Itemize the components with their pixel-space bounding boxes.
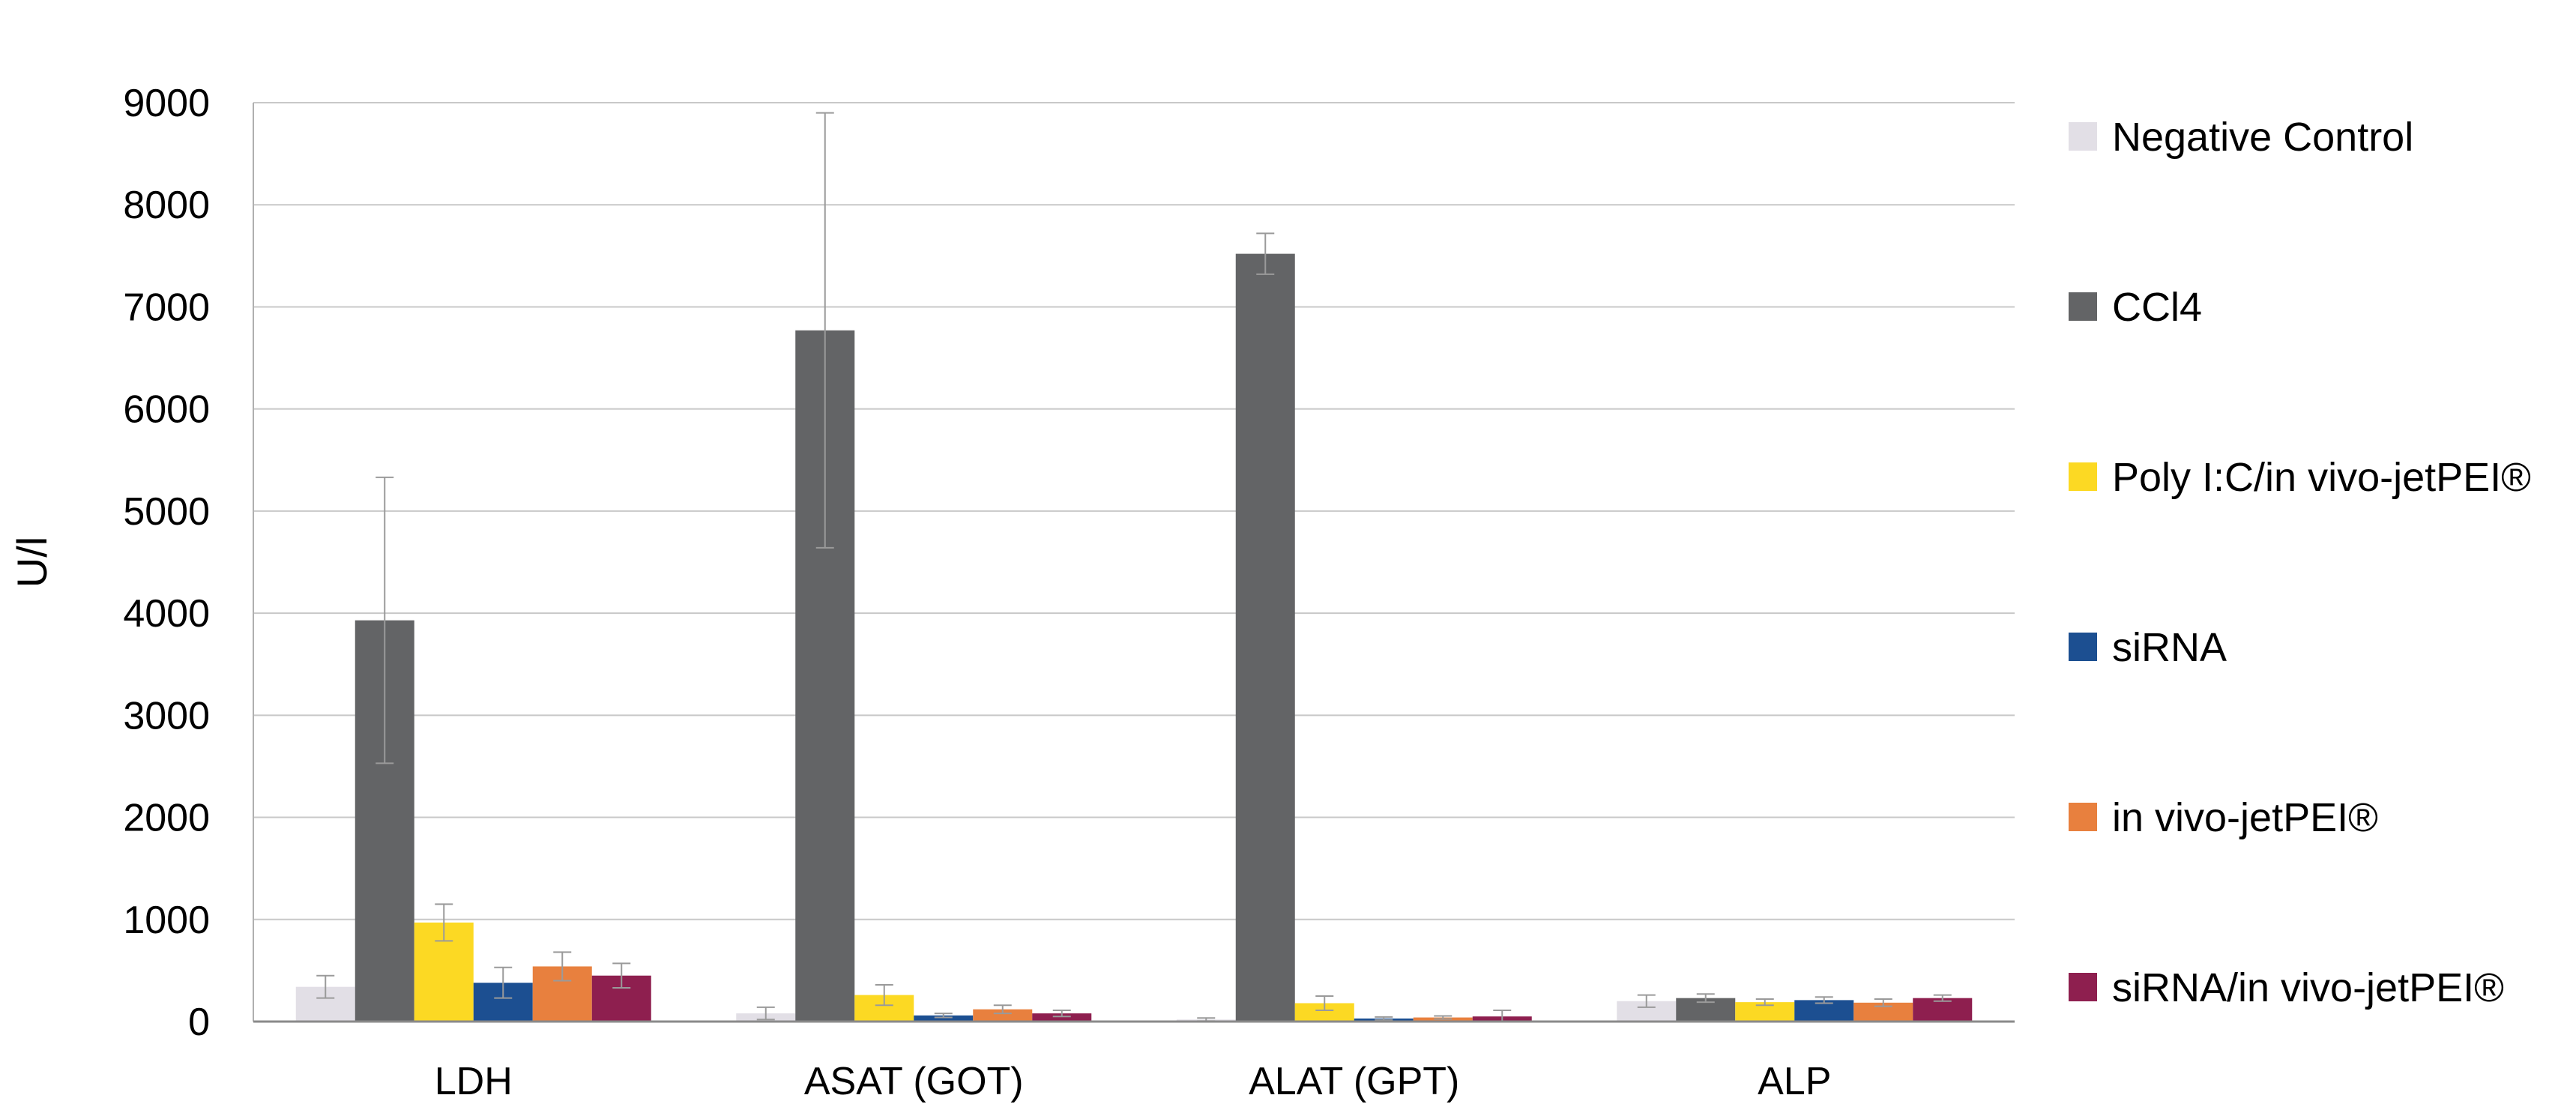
- y-tick-label: 5000: [123, 490, 210, 534]
- legend: Negative Control CCl4 Poly I:C/in vivo-jet…: [2069, 115, 2531, 1010]
- y-tick-label: 4000: [123, 592, 210, 636]
- y-tick-label: 7000: [123, 286, 210, 329]
- error-bars: [316, 112, 1952, 1022]
- bar: [973, 1009, 1033, 1022]
- y-tick-label: 6000: [123, 388, 210, 432]
- legend-swatch: [2069, 973, 2097, 1001]
- legend-swatch: [2069, 122, 2097, 151]
- bar: [1913, 998, 1973, 1022]
- x-axis-category-labels: LDH ASAT (GOT) ALAT (GPT) ALP: [435, 1060, 1832, 1103]
- x-category-label: ALP: [1758, 1060, 1831, 1103]
- y-tick-label: 8000: [123, 184, 210, 227]
- legend-label: in vivo-jetPEI®: [2112, 795, 2378, 840]
- legend-swatch: [2069, 292, 2097, 321]
- legend-label: CCl4: [2112, 285, 2202, 330]
- legend-swatch: [2069, 803, 2097, 831]
- legend-label: Poly I:C/in vivo-jetPEI®: [2112, 455, 2531, 500]
- y-tick-label: 2000: [123, 797, 210, 840]
- bars: [295, 253, 1973, 1022]
- y-tick-label: 3000: [123, 694, 210, 738]
- legend-label: Negative Control: [2112, 115, 2413, 160]
- legend-swatch: [2069, 462, 2097, 491]
- x-category-label: LDH: [435, 1060, 513, 1103]
- gridlines: [253, 102, 2015, 920]
- legend-label: siRNA/in vivo-jetPEI®: [2112, 965, 2504, 1010]
- y-tick-label: 1000: [123, 899, 210, 942]
- y-axis-title: U/l: [8, 537, 55, 588]
- legend-label: siRNA: [2112, 625, 2227, 670]
- bar: [914, 1015, 974, 1022]
- axes: [253, 103, 2015, 1023]
- bar: [1032, 1013, 1092, 1022]
- y-axis-tick-labels: 0 1000 2000 3000 4000 5000 6000 7000 8000 9000: [123, 82, 210, 1044]
- y-tick-label: 0: [188, 1001, 210, 1044]
- x-category-label: ALAT (GPT): [1249, 1060, 1459, 1103]
- legend-swatch: [2069, 633, 2097, 661]
- bar: [1235, 253, 1295, 1022]
- x-category-label: ASAT (GOT): [804, 1060, 1024, 1103]
- y-tick-label: 9000: [123, 82, 210, 125]
